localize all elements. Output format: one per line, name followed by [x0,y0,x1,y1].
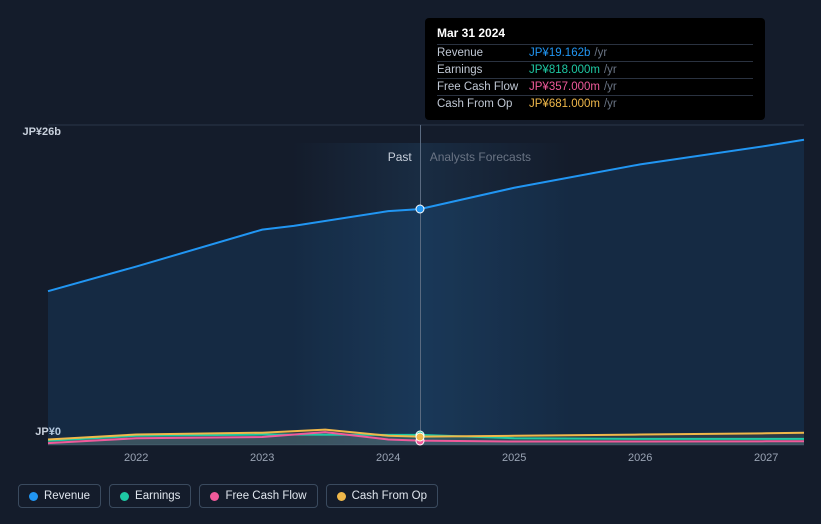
tooltip-row-unit: /yr [604,81,617,93]
legend-dot-icon [120,492,129,501]
legend-dot-icon [337,492,346,501]
legend-item-label: Earnings [135,490,180,502]
legend-item-fcf[interactable]: Free Cash Flow [199,484,317,508]
tooltip: Mar 31 2024 RevenueJP¥19.162b/yrEarnings… [425,18,765,120]
legend-item-earnings[interactable]: Earnings [109,484,191,508]
legend-dot-icon [29,492,38,501]
hover-dot-revenue [415,205,424,214]
area-revenue [48,140,804,445]
tooltip-row-value: JP¥818.000m [529,64,600,76]
legend-item-cfo[interactable]: Cash From Op [326,484,438,508]
tooltip-row-label: Earnings [437,64,529,76]
tooltip-row-3: Cash From OpJP¥681.000m/yr [437,95,753,112]
tooltip-date: Mar 31 2024 [437,26,753,44]
legend-dot-icon [210,492,219,501]
tooltip-row-label: Free Cash Flow [437,81,529,93]
tooltip-row-0: RevenueJP¥19.162b/yr [437,44,753,61]
tooltip-row-label: Cash From Op [437,98,529,110]
tooltip-row-unit: /yr [604,64,617,76]
tooltip-row-unit: /yr [604,98,617,110]
tooltip-row-unit: /yr [594,47,607,59]
hover-line [420,125,421,445]
tooltip-row-value: JP¥19.162b [529,47,590,59]
tooltip-row-value: JP¥357.000m [529,81,600,93]
hover-dot-cfo [415,432,424,441]
legend-item-label: Cash From Op [352,490,427,502]
tooltip-row-value: JP¥681.000m [529,98,600,110]
legend: Revenue Earnings Free Cash Flow Cash From O… [18,484,438,508]
legend-item-revenue[interactable]: Revenue [18,484,101,508]
legend-item-label: Revenue [44,490,90,502]
tooltip-row-2: Free Cash FlowJP¥357.000m/yr [437,78,753,95]
tooltip-row-label: Revenue [437,47,529,59]
tooltip-row-1: EarningsJP¥818.000m/yr [437,61,753,78]
legend-item-label: Free Cash Flow [225,490,306,502]
